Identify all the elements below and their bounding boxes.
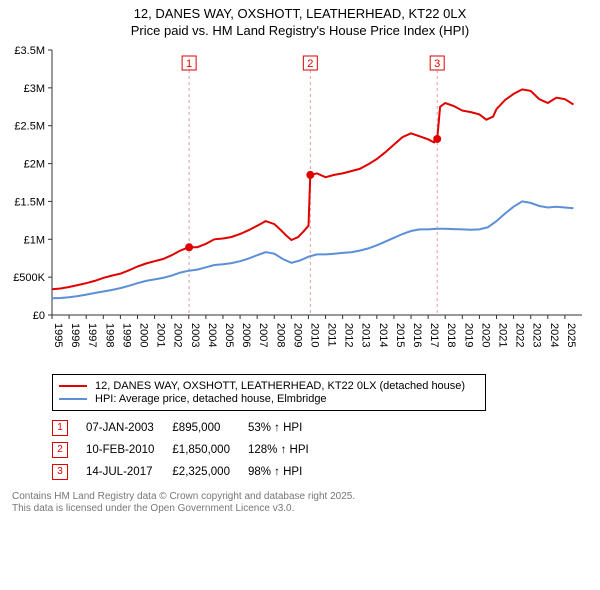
svg-text:3: 3 xyxy=(434,58,440,70)
svg-text:2020: 2020 xyxy=(479,323,491,347)
legend-item: HPI: Average price, detached house, Elmb… xyxy=(59,393,479,405)
title-block: 12, DANES WAY, OXSHOTT, LEATHERHEAD, KT2… xyxy=(0,0,600,42)
svg-text:2: 2 xyxy=(307,58,313,70)
table-row: 3 14-JUL-2017 £2,325,000 98% ↑ HPI xyxy=(52,461,327,483)
title-line-2: Price paid vs. HM Land Registry's House … xyxy=(0,23,600,40)
svg-text:1996: 1996 xyxy=(69,323,81,347)
sale-price: £2,325,000 xyxy=(172,461,248,483)
sale-marker-3: 3 xyxy=(52,464,68,480)
svg-text:1995: 1995 xyxy=(52,323,64,347)
legend: 12, DANES WAY, OXSHOTT, LEATHERHEAD, KT2… xyxy=(52,374,486,411)
sale-date: 14-JUL-2017 xyxy=(86,461,172,483)
svg-text:1999: 1999 xyxy=(120,323,132,347)
svg-text:£2.5M: £2.5M xyxy=(14,120,45,132)
table-row: 2 10-FEB-2010 £1,850,000 128% ↑ HPI xyxy=(52,439,327,461)
sale-price: £895,000 xyxy=(172,417,248,439)
svg-text:2002: 2002 xyxy=(172,323,184,347)
svg-text:£1M: £1M xyxy=(24,234,45,246)
svg-text:2001: 2001 xyxy=(155,323,167,347)
svg-text:2016: 2016 xyxy=(411,323,423,347)
svg-text:2011: 2011 xyxy=(326,323,338,347)
chart-area: £0 £500K £1M £1.5M £2M £2.5M £3M £3.5M 1995 1996 1… xyxy=(0,42,600,372)
svg-text:£2M: £2M xyxy=(24,158,45,170)
sale-rel-hpi: 53% ↑ HPI xyxy=(248,417,327,439)
svg-text:£0: £0 xyxy=(33,310,45,322)
legend-swatch xyxy=(59,385,87,387)
svg-text:2008: 2008 xyxy=(274,323,286,347)
svg-text:2000: 2000 xyxy=(137,323,149,347)
svg-text:1997: 1997 xyxy=(86,323,98,347)
svg-text:2015: 2015 xyxy=(394,323,406,347)
svg-text:2005: 2005 xyxy=(223,323,235,347)
sale-rel-hpi: 98% ↑ HPI xyxy=(248,461,327,483)
svg-text:2022: 2022 xyxy=(514,323,526,347)
svg-text:2017: 2017 xyxy=(428,323,440,347)
legend-swatch xyxy=(59,398,87,400)
chart-svg: £0 £500K £1M £1.5M £2M £2.5M £3M £3.5M 1995 1996 1… xyxy=(0,42,600,372)
svg-text:2018: 2018 xyxy=(445,323,457,347)
svg-text:£3M: £3M xyxy=(24,83,45,95)
svg-text:2014: 2014 xyxy=(377,323,389,347)
svg-text:1998: 1998 xyxy=(103,323,115,347)
sales-table: 1 07-JAN-2003 £895,000 53% ↑ HPI 2 10-FE… xyxy=(52,417,327,483)
sale-date: 10-FEB-2010 xyxy=(86,439,172,461)
svg-text:2003: 2003 xyxy=(189,323,201,347)
svg-text:2012: 2012 xyxy=(343,323,355,347)
svg-text:2025: 2025 xyxy=(565,323,577,347)
table-row: 1 07-JAN-2003 £895,000 53% ↑ HPI xyxy=(52,417,327,439)
footer-line-2: This data is licensed under the Open Gov… xyxy=(12,503,600,516)
legend-item: 12, DANES WAY, OXSHOTT, LEATHERHEAD, KT2… xyxy=(59,380,479,392)
title-line-1: 12, DANES WAY, OXSHOTT, LEATHERHEAD, KT2… xyxy=(0,6,600,23)
legend-label: HPI: Average price, detached house, Elmb… xyxy=(95,393,327,405)
sale-rel-hpi: 128% ↑ HPI xyxy=(248,439,327,461)
svg-text:1: 1 xyxy=(186,58,192,70)
sale-marker-1: 1 xyxy=(52,420,68,436)
svg-text:2023: 2023 xyxy=(531,323,543,347)
svg-text:2013: 2013 xyxy=(360,323,372,347)
svg-text:£3.5M: £3.5M xyxy=(14,45,45,57)
svg-text:2007: 2007 xyxy=(257,323,269,347)
legend-label: 12, DANES WAY, OXSHOTT, LEATHERHEAD, KT2… xyxy=(95,380,465,392)
footer: Contains HM Land Registry data © Crown c… xyxy=(12,491,600,516)
chart-container: 12, DANES WAY, OXSHOTT, LEATHERHEAD, KT2… xyxy=(0,0,600,516)
svg-text:2019: 2019 xyxy=(462,323,474,347)
sale-marker-2: 2 xyxy=(52,442,68,458)
footer-line-1: Contains HM Land Registry data © Crown c… xyxy=(12,491,600,504)
svg-text:2021: 2021 xyxy=(497,323,509,347)
sale-date: 07-JAN-2003 xyxy=(86,417,172,439)
svg-text:2009: 2009 xyxy=(291,323,303,347)
svg-text:£500K: £500K xyxy=(13,272,45,284)
svg-text:2010: 2010 xyxy=(308,323,320,347)
sale-price: £1,850,000 xyxy=(172,439,248,461)
svg-text:2024: 2024 xyxy=(548,323,560,347)
svg-text:2004: 2004 xyxy=(206,323,218,347)
svg-text:£1.5M: £1.5M xyxy=(14,196,45,208)
svg-text:2006: 2006 xyxy=(240,323,252,347)
